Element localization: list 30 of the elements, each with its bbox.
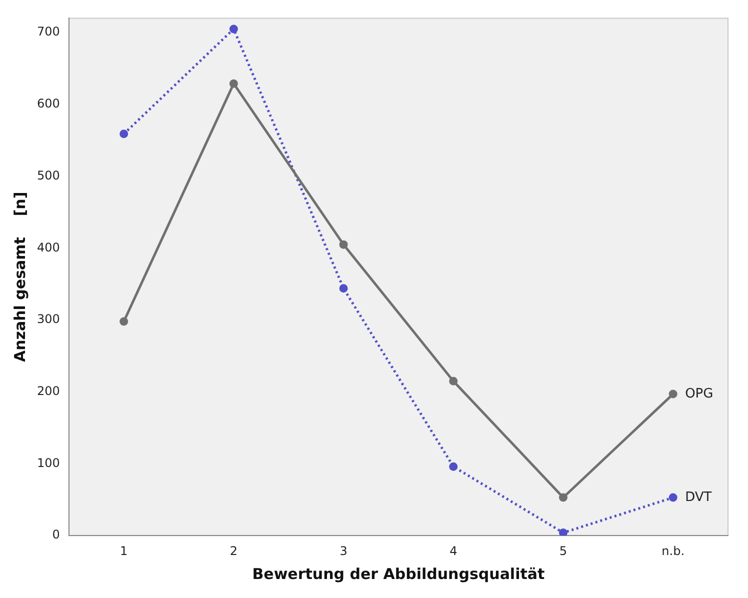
y-tick-label: 500 [37,168,60,182]
x-tick-label: 5 [559,544,568,558]
point [339,284,348,293]
x-tick-label: n.b. [662,544,685,558]
point [229,79,238,88]
point [120,317,128,326]
x-tick-label: 4 [450,544,458,558]
point [449,462,458,471]
series-label: OPG [685,386,714,402]
y-tick-label: 400 [37,240,60,254]
x-tick-label: 1 [120,544,128,558]
y-tick-label: 100 [37,456,60,470]
point [120,130,128,138]
y-tick-label: 600 [37,96,60,111]
point [229,24,238,34]
x-tick-label: 3 [340,544,348,558]
y-tick-label: 300 [37,312,60,326]
point [339,240,348,249]
series-label: DVT [685,490,712,505]
point [449,376,458,386]
y-tick-label: 700 [37,24,60,39]
point [668,493,678,502]
y-axis-title: Anzahl gesamt [n] [10,192,29,362]
x-axis-title: Bewertung der Abbildungsqualität [252,564,545,583]
y-tick-label: 200 [37,384,60,398]
y-tick-label: 0 [52,528,60,542]
point [558,493,568,502]
point [558,528,568,536]
x-tick-label: 2 [230,544,238,558]
point [668,390,678,398]
